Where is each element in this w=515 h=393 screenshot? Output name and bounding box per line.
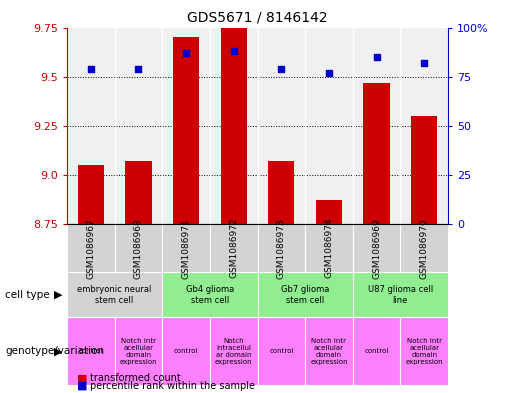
- Bar: [258, 224, 305, 272]
- Text: control: control: [174, 348, 198, 354]
- Text: control: control: [365, 348, 389, 354]
- Bar: [162, 224, 210, 272]
- Point: [182, 50, 190, 56]
- Bar: [210, 224, 258, 272]
- Text: GSM1086968: GSM1086968: [134, 218, 143, 279]
- Text: GSM1086969: GSM1086969: [372, 218, 381, 279]
- Text: Notch intr
acellular
domain
expression: Notch intr acellular domain expression: [405, 338, 443, 365]
- Text: U87 glioma cell
line: U87 glioma cell line: [368, 285, 433, 305]
- Text: cell type: cell type: [5, 290, 50, 300]
- Text: Gb7 glioma
stem cell: Gb7 glioma stem cell: [281, 285, 329, 305]
- Point: [325, 70, 333, 76]
- Text: percentile rank within the sample: percentile rank within the sample: [90, 381, 255, 391]
- Text: ▶: ▶: [54, 290, 63, 300]
- Text: ■: ■: [77, 381, 88, 391]
- Bar: [114, 318, 162, 385]
- Bar: [305, 224, 353, 272]
- Point: [420, 60, 428, 66]
- Bar: [67, 224, 115, 272]
- Bar: [305, 318, 353, 385]
- Bar: [401, 318, 448, 385]
- Point: [134, 66, 143, 72]
- Bar: [316, 200, 342, 224]
- Bar: [268, 161, 295, 224]
- Point: [230, 48, 238, 54]
- Text: genotype/variation: genotype/variation: [5, 346, 104, 356]
- Bar: [125, 161, 151, 224]
- Bar: [353, 318, 401, 385]
- Bar: [173, 37, 199, 224]
- Bar: [364, 83, 390, 224]
- Point: [277, 66, 285, 72]
- Text: embryonic neural
stem cell: embryonic neural stem cell: [77, 285, 152, 305]
- Bar: [67, 318, 115, 385]
- Text: Notch
intracellul
ar domain
expression: Notch intracellul ar domain expression: [215, 338, 252, 365]
- Bar: [210, 318, 258, 385]
- Title: GDS5671 / 8146142: GDS5671 / 8146142: [187, 11, 328, 25]
- Text: control: control: [79, 348, 103, 354]
- Text: GSM1086971: GSM1086971: [182, 218, 191, 279]
- Text: transformed count: transformed count: [90, 373, 181, 383]
- Bar: [162, 318, 210, 385]
- Text: Notch intr
acellular
domain
expression: Notch intr acellular domain expression: [119, 338, 157, 365]
- Bar: [411, 116, 437, 224]
- Point: [372, 54, 381, 60]
- Bar: [258, 272, 353, 318]
- Text: GSM1086970: GSM1086970: [420, 218, 428, 279]
- Text: GSM1086972: GSM1086972: [229, 218, 238, 279]
- Bar: [67, 272, 162, 318]
- Bar: [78, 165, 104, 224]
- Bar: [220, 28, 247, 224]
- Bar: [353, 224, 401, 272]
- Text: ■: ■: [77, 373, 88, 383]
- Bar: [114, 224, 162, 272]
- Text: Gb4 glioma
stem cell: Gb4 glioma stem cell: [186, 285, 234, 305]
- Text: ▶: ▶: [54, 346, 63, 356]
- Text: GSM1086974: GSM1086974: [324, 218, 333, 279]
- Bar: [401, 224, 448, 272]
- Text: Notch intr
acellular
domain
expression: Notch intr acellular domain expression: [310, 338, 348, 365]
- Text: GSM1086973: GSM1086973: [277, 218, 286, 279]
- Bar: [353, 272, 448, 318]
- Bar: [162, 272, 258, 318]
- Bar: [258, 318, 305, 385]
- Text: control: control: [269, 348, 294, 354]
- Text: GSM1086967: GSM1086967: [87, 218, 95, 279]
- Point: [87, 66, 95, 72]
